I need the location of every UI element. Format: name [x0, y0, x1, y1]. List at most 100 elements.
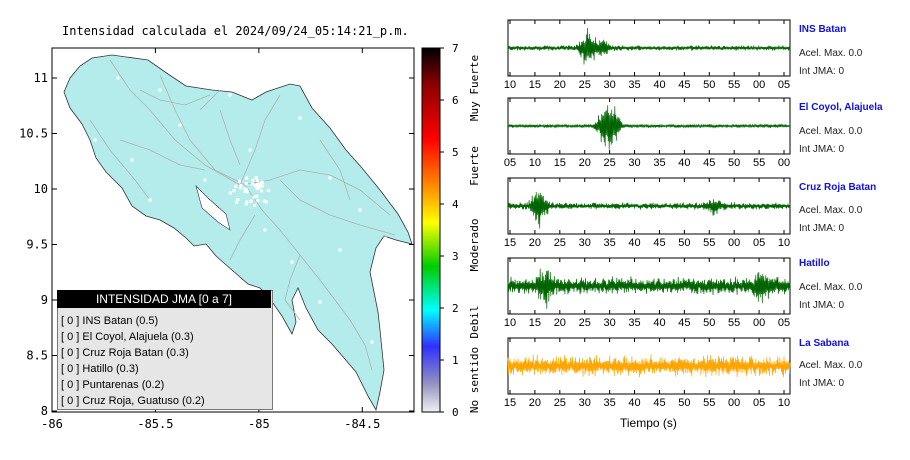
colorbar-category-label: Fuerte: [468, 146, 481, 186]
station-int: Int JMA: 0: [799, 300, 845, 311]
town-marker: [234, 200, 238, 204]
town-marker: [249, 199, 253, 203]
waveform-panel: 15 20 25 30 35 40 45 50 55 00 05 10: [504, 177, 791, 249]
road: [89, 119, 151, 201]
town-marker: [130, 158, 134, 162]
waveform-panel: 10 15 20 25 30 35 40 45 50 55 00 05: [504, 257, 791, 329]
waveform-tick-label: 00: [753, 79, 765, 91]
map-ytick-label: 11: [34, 71, 48, 85]
waveform-tick-label: 00: [728, 397, 740, 409]
waveform-tick-label: 05: [778, 317, 790, 329]
town-marker: [245, 190, 249, 194]
waveform-tick-label: 10: [504, 317, 516, 329]
waveform-tick-label: 45: [653, 397, 665, 409]
waveform-tick-label: 10: [529, 157, 541, 169]
town-marker: [244, 182, 248, 186]
road: [139, 89, 211, 106]
town-marker: [228, 93, 232, 97]
waveform-tick-label: 45: [678, 317, 690, 329]
waveform-tick-label: 50: [703, 79, 715, 91]
nicoya-gulf: [195, 184, 231, 231]
town-marker: [251, 182, 255, 186]
map-xtick-label: -84.5: [344, 417, 380, 431]
town-marker: [252, 195, 256, 199]
legend-item: [ 0 ] Cruz Roja, Guatuso (0.2): [61, 395, 205, 407]
town-marker: [228, 191, 232, 195]
legend-title: INTENSIDAD JMA [0 a 7]: [57, 290, 271, 308]
waveform-tick-label: 20: [579, 157, 591, 169]
colorbar-ramp: [421, 47, 441, 413]
town-marker: [260, 184, 264, 188]
station-int: Int JMA: 0: [799, 378, 845, 389]
road: [244, 184, 336, 301]
town-marker: [234, 184, 238, 188]
waveform-tick-label: 40: [678, 157, 690, 169]
colorbar-category-label: No sentido: [468, 347, 481, 413]
town-marker: [254, 184, 258, 188]
town-marker: [358, 208, 362, 212]
town-marker: [318, 300, 322, 304]
waveform-tick-label: 15: [529, 79, 541, 91]
town-marker: [244, 202, 248, 206]
road: [119, 139, 206, 171]
colorbar-tick-label: 3: [452, 250, 459, 263]
station-name: El Coyol, Alajuela: [799, 102, 883, 113]
town-marker: [158, 88, 162, 92]
colorbar-tick-label: 7: [452, 42, 459, 55]
waveform-tick-label: 50: [678, 397, 690, 409]
waveform-tick-label: 15: [504, 397, 516, 409]
station-acel: Acel. Max. 0.0: [799, 48, 863, 59]
waveform-tick-label: 45: [678, 79, 690, 91]
waveform-tick-label: 05: [753, 237, 765, 249]
waveform-tick-label: 05: [753, 397, 765, 409]
town-marker: [243, 190, 247, 194]
map-xtick-label: -85.5: [137, 417, 173, 431]
waveform-panel: 10 15 20 25 30 35 40 45 50 55 00 05: [504, 19, 791, 91]
waveform-tick-label: 55: [703, 397, 715, 409]
waveform-tick-label: 25: [554, 237, 566, 249]
waveform-xlabel: Tiempo (s): [620, 416, 677, 430]
map-xtick-label: -85: [248, 417, 270, 431]
colorbar-tick-label: 0: [452, 406, 459, 419]
town-marker: [256, 179, 260, 183]
town-marker: [258, 182, 262, 186]
colorbar-tick-label: 2: [452, 302, 459, 315]
waveform-tick-label: 30: [579, 397, 591, 409]
colorbar-tick-label: 4: [452, 198, 459, 211]
waveform-tick-label: 10: [778, 237, 790, 249]
waveform-trace: [507, 191, 791, 229]
town-marker: [254, 176, 258, 180]
map-ytick-label: 9.5: [26, 238, 48, 252]
colorbar-category-label: Debil: [468, 305, 481, 338]
waveform-tick-label: 15: [554, 157, 566, 169]
legend-item: [ 0 ] Puntarenas (0.2): [61, 379, 165, 391]
waveform-tick-label: 25: [604, 157, 616, 169]
colorbar-tick-label: 5: [452, 146, 459, 159]
colorbar-tick-label: 1: [452, 354, 459, 367]
map-ytick-label: 9: [41, 293, 48, 307]
map-xtick-label: -86: [41, 417, 63, 431]
waveform-tick-label: 05: [778, 79, 790, 91]
town-marker: [328, 176, 332, 180]
waveform-tick-label: 25: [579, 79, 591, 91]
waveform-tick-label: 40: [653, 79, 665, 91]
town-marker: [245, 200, 249, 204]
station-int: Int JMA: 0: [799, 66, 845, 77]
colorbar-tick-label: 6: [452, 94, 459, 107]
town-marker: [266, 189, 270, 193]
station-acel: Acel. Max. 0.0: [799, 360, 863, 371]
waveform-tick-label: 30: [579, 237, 591, 249]
town-marker: [148, 198, 152, 202]
waveform-tick-label: 10: [778, 397, 790, 409]
waveform-tick-label: 25: [579, 317, 591, 329]
road: [159, 74, 246, 186]
road: [239, 169, 391, 216]
waveform-panels: 10 15 20 25 30 35 40 45 50 55 00 05 05 10 15 20 25 30 35 40…: [504, 19, 791, 409]
town-marker: [248, 148, 252, 152]
road: [279, 179, 396, 236]
town-marker: [243, 187, 247, 191]
waveform-tick-label: 50: [703, 317, 715, 329]
waveform-tick-label: 15: [529, 317, 541, 329]
waveform-tick-label: 55: [728, 79, 740, 91]
